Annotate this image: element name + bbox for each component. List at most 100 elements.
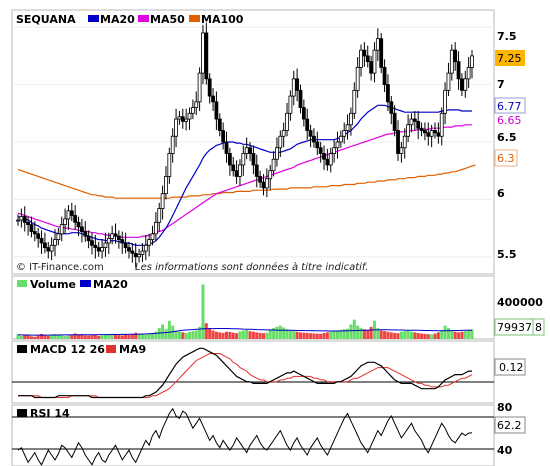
candle-down bbox=[248, 147, 252, 154]
volume-bar bbox=[248, 331, 252, 339]
volume-bar bbox=[463, 331, 467, 339]
candle-down bbox=[453, 49, 458, 63]
candle-up bbox=[449, 49, 454, 74]
candle-up bbox=[352, 89, 357, 114]
last-ma20-badge bbox=[494, 97, 526, 114]
volume-bar bbox=[184, 332, 188, 339]
candle-up bbox=[201, 32, 205, 74]
price-tick: 7.5 bbox=[497, 30, 517, 43]
candle-down bbox=[231, 164, 236, 172]
candle-down bbox=[130, 250, 135, 254]
volume-bar bbox=[436, 332, 440, 339]
candle-up bbox=[164, 176, 168, 195]
volume-bar bbox=[174, 330, 178, 339]
legend-ma50-swatch bbox=[138, 15, 149, 22]
volume-bar bbox=[225, 331, 229, 339]
price-tick: 7 bbox=[497, 78, 505, 91]
volume-panel: Volume MA20 400000 79937 8 bbox=[11, 275, 545, 340]
price-candles bbox=[16, 22, 474, 268]
volume-bar bbox=[440, 329, 444, 339]
candle-down bbox=[426, 132, 431, 137]
candle-up bbox=[399, 147, 404, 154]
volume-bar bbox=[393, 332, 397, 339]
candle-down bbox=[308, 130, 313, 137]
candle-up bbox=[443, 89, 447, 114]
candle-down bbox=[204, 32, 209, 80]
volume-bar bbox=[423, 333, 427, 339]
legend-rsi-swatch bbox=[17, 409, 27, 417]
volume-panel-frame bbox=[11, 275, 495, 340]
volume-bar bbox=[19, 335, 23, 339]
candle-up bbox=[16, 219, 20, 222]
legend-macd-swatch bbox=[17, 345, 27, 353]
volume-bar bbox=[80, 334, 84, 339]
candle-down bbox=[207, 78, 212, 97]
last-macd-value: 0.12 bbox=[499, 361, 524, 374]
volume-bar bbox=[147, 333, 151, 339]
candle-up bbox=[140, 250, 145, 255]
legend-ma20-swatch bbox=[88, 15, 99, 22]
volume-bar bbox=[238, 331, 242, 339]
last-ma50-value: 6.65 bbox=[497, 114, 522, 127]
candle-up bbox=[375, 38, 380, 51]
candle-down bbox=[123, 242, 128, 249]
volume-bar bbox=[40, 333, 44, 339]
volume-bar bbox=[33, 336, 37, 339]
candle-up bbox=[332, 147, 337, 154]
legend-macd-signal-swatch bbox=[106, 345, 116, 353]
volume-bar bbox=[201, 284, 205, 339]
price-tick: 6 bbox=[497, 187, 505, 200]
candle-up bbox=[147, 239, 152, 246]
volume-bar bbox=[198, 326, 202, 339]
volume-bar bbox=[208, 328, 212, 339]
candle-down bbox=[423, 130, 427, 134]
macd-signal-line bbox=[18, 353, 473, 398]
volume-bar bbox=[446, 328, 450, 339]
candle-down bbox=[76, 221, 81, 228]
volume-bar bbox=[383, 331, 387, 339]
candle-up bbox=[157, 208, 162, 223]
candle-up bbox=[278, 135, 283, 149]
candle-up bbox=[184, 118, 189, 122]
volume-bar bbox=[63, 336, 67, 339]
volume-bar bbox=[386, 331, 390, 339]
candle-down bbox=[369, 61, 374, 74]
volume-bar bbox=[245, 329, 249, 339]
volume-bar bbox=[73, 333, 77, 339]
last-ma100-value: 6.3 bbox=[497, 152, 515, 165]
volume-bar bbox=[66, 335, 70, 339]
volume-bar bbox=[453, 331, 457, 339]
price-axis: 7.5 7 6.5 6 5.5 bbox=[497, 30, 517, 261]
candle-up bbox=[197, 72, 202, 103]
volume-bar bbox=[312, 333, 316, 339]
candle-up bbox=[194, 101, 199, 108]
candle-up bbox=[466, 66, 471, 80]
volume-bar bbox=[26, 334, 30, 339]
volume-bar bbox=[23, 335, 27, 339]
volume-bar bbox=[285, 329, 289, 339]
candle-down bbox=[96, 247, 101, 252]
candle-up bbox=[439, 112, 444, 137]
volume-bar bbox=[97, 335, 101, 339]
price-last-labels: 7.25 6.77 6.65 6.3 bbox=[494, 50, 526, 167]
candle-up bbox=[402, 135, 407, 149]
volume-ma-line bbox=[18, 328, 473, 336]
rsi-tick: 80 bbox=[497, 401, 513, 414]
candle-down bbox=[116, 235, 121, 240]
volume-bar bbox=[100, 335, 104, 339]
volume-bar bbox=[457, 332, 461, 339]
candle-up bbox=[150, 233, 155, 240]
volume-bar bbox=[56, 334, 60, 339]
candle-down bbox=[83, 231, 88, 237]
rsi-panel: RSI 14 80 62.2 40 bbox=[11, 401, 526, 466]
volume-bar bbox=[16, 334, 20, 339]
candle-up bbox=[137, 254, 141, 258]
volume-bar bbox=[389, 332, 393, 339]
volume-bar bbox=[120, 335, 124, 339]
candle-down bbox=[433, 130, 437, 134]
candle-up bbox=[281, 130, 286, 137]
candle-down bbox=[298, 89, 303, 108]
price-tick: 5.5 bbox=[497, 248, 517, 261]
volume-bar bbox=[413, 332, 417, 339]
volume-bar bbox=[194, 330, 198, 339]
